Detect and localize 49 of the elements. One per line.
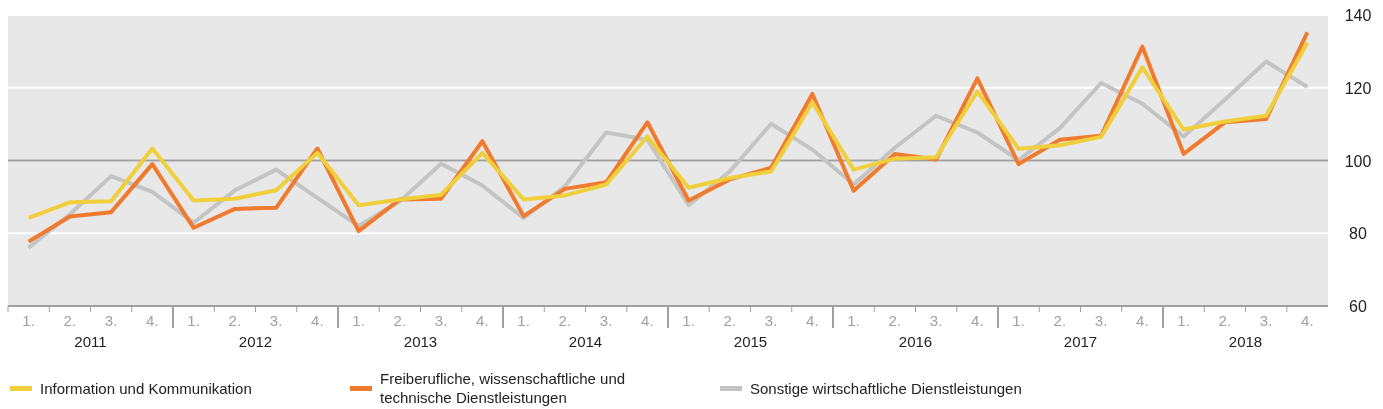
x-tick-label: 4.: [311, 312, 324, 329]
y-tick-label: 140: [1344, 7, 1372, 24]
x-tick-label: 4.: [1136, 312, 1149, 329]
x-tick-label: 3.: [599, 312, 613, 329]
y-tick-label: 100: [1344, 152, 1372, 170]
text: 2011: [74, 333, 107, 350]
text: 2012: [238, 333, 273, 350]
x-tick-label: 2.: [558, 312, 572, 329]
x-tick-label: 2.: [1053, 312, 1067, 329]
y-tick-label: 80: [1349, 225, 1367, 243]
x-tick-label: 1.: [1012, 312, 1025, 329]
legend-label: Information und Kommunikation: [40, 380, 252, 397]
x-tick-label: 3.: [764, 312, 778, 329]
x-tick-label: 2.: [723, 312, 737, 329]
x-tick-label: 4.: [146, 312, 159, 329]
x-tick-label: 3.: [269, 312, 283, 329]
x-tick-label: 4.: [476, 312, 489, 329]
x-tick-label: 3.: [1094, 312, 1108, 329]
text: 2014: [568, 333, 603, 350]
legend-label: Freiberufliche, wissenschaftliche und technische Dienstleistungen: [380, 370, 626, 406]
x-tick-label: 3.: [1259, 312, 1273, 329]
x-tick-label: 1.: [847, 312, 860, 329]
x-tick-label: 1.: [1177, 312, 1190, 329]
x-tick-label: 4.: [1301, 312, 1314, 329]
x-tick-label: 1.: [22, 312, 35, 329]
x-tick-label: 3.: [434, 312, 448, 329]
x-tick-label: 1.: [187, 312, 200, 329]
x-tick-label: 2.: [228, 312, 242, 329]
x-tick-label: 4.: [806, 312, 819, 329]
x-tick-label: 2.: [63, 312, 77, 329]
text: 2015: [733, 333, 768, 350]
text: 2018: [1228, 333, 1263, 350]
x-tick-label: 2.: [393, 312, 407, 329]
line-series: [26, 40, 1310, 220]
x-tick-label: 1.: [517, 312, 530, 329]
text: 2017: [1063, 333, 1098, 350]
text: 2013: [403, 333, 438, 350]
x-tick-label: 1.: [352, 312, 365, 329]
x-tick-label: 4.: [641, 312, 654, 329]
x-tick-label: 1.: [682, 312, 695, 329]
x-tick-label: 4.: [971, 312, 984, 329]
x-tick-label: 3.: [929, 312, 943, 329]
x-tick-label: 3.: [104, 312, 118, 329]
x-tick-label: 2.: [888, 312, 902, 329]
x-tick-label: 2.: [1218, 312, 1232, 329]
legend-label: Sonstige wirtschaftliche Dienstleistungen: [750, 380, 1022, 397]
text: 2016: [898, 333, 933, 350]
y-tick-label: 120: [1344, 79, 1372, 97]
y-tick-label: 60: [1349, 298, 1367, 315]
